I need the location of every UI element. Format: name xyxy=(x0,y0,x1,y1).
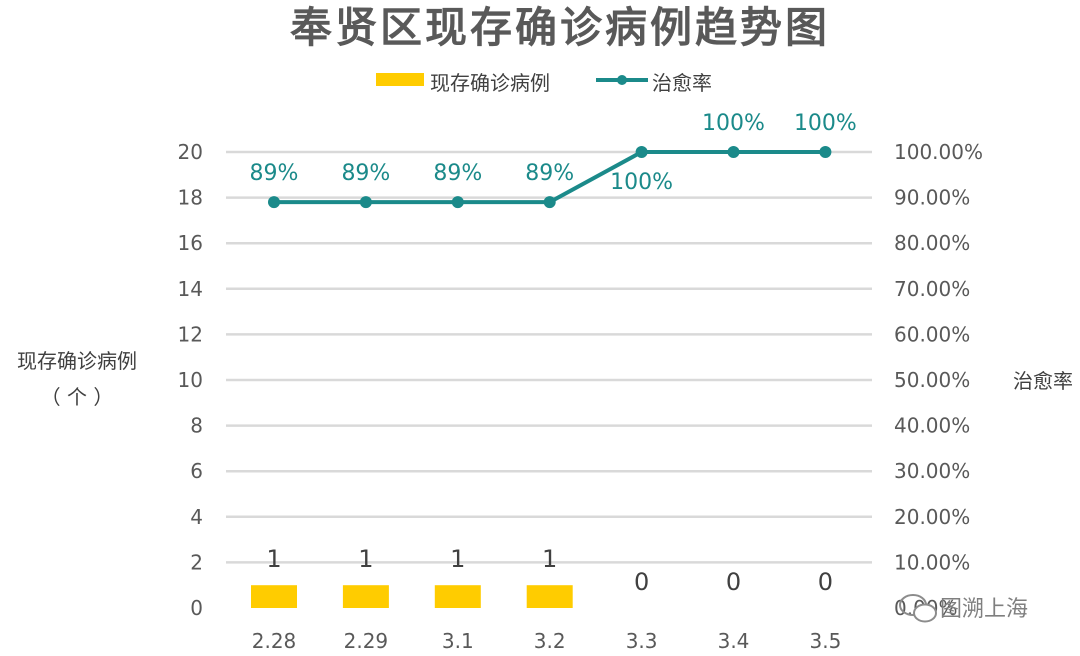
right-tick-label: 40.00% xyxy=(894,414,970,438)
rate-marker xyxy=(543,196,556,209)
x-tick-label: 3.2 xyxy=(534,629,566,653)
left-tick-label: 6 xyxy=(190,459,203,483)
rate-marker xyxy=(359,196,372,209)
rate-value-label: 89% xyxy=(433,161,482,186)
right-tick-label: 50.00% xyxy=(894,368,970,392)
chart-title: 奉贤区现存确诊病例趋势图 xyxy=(290,3,830,52)
legend-line-label: 治愈率 xyxy=(652,71,712,95)
left-tick-label: 20 xyxy=(178,140,203,164)
rate-value-label: 100% xyxy=(702,111,765,136)
x-tick-label: 3.5 xyxy=(809,629,841,653)
bar xyxy=(434,585,481,608)
watermark: 图溯上海 xyxy=(899,594,1028,623)
left-tick-label: 10 xyxy=(178,368,203,392)
watermark-text: 图溯上海 xyxy=(940,597,1028,622)
right-tick-label: 20.00% xyxy=(894,505,970,529)
rate-marker xyxy=(635,146,648,158)
right-axis-title: 治愈率 xyxy=(1013,369,1073,393)
left-tick-label: 18 xyxy=(178,186,203,210)
line-series xyxy=(268,146,832,209)
left-tick-label: 8 xyxy=(190,414,203,438)
bar-value-label: 1 xyxy=(266,545,281,573)
right-tick-label: 70.00% xyxy=(894,277,970,301)
x-tick-label: 3.3 xyxy=(626,629,658,653)
right-tick-label: 30.00% xyxy=(894,459,970,483)
rate-value-label: 89% xyxy=(525,161,574,186)
x-tick-label: 2.28 xyxy=(252,629,297,653)
rate-marker xyxy=(268,196,280,209)
wechat-icon xyxy=(899,594,937,623)
legend: 现存确诊病例 治愈率 xyxy=(376,71,712,95)
left-tick-label: 0 xyxy=(190,596,203,620)
rate-marker xyxy=(727,146,740,158)
bar xyxy=(251,585,297,608)
left-tick-label: 2 xyxy=(190,550,203,574)
left-tick-label: 4 xyxy=(190,505,203,529)
rate-value-label: 89% xyxy=(341,161,390,186)
left-axis-title: 现存确诊病例 xyxy=(17,349,137,373)
bar-value-label: 1 xyxy=(542,545,557,573)
bar-data-labels: 1 1 1 1 0 0 0 xyxy=(266,545,833,596)
x-axis-ticks: 2.28 2.29 3.1 3.2 3.3 3.4 3.5 xyxy=(252,629,842,653)
right-tick-label: 90.00% xyxy=(894,186,970,210)
rate-value-label: 100% xyxy=(610,170,673,195)
bar-value-label: 1 xyxy=(358,545,373,573)
x-tick-label: 2.29 xyxy=(344,629,389,653)
x-tick-label: 3.4 xyxy=(718,629,750,653)
right-axis-ticks: 0.00%10.00%20.00%30.00%40.00%50.00%60.00… xyxy=(894,140,983,620)
right-tick-label: 10.00% xyxy=(894,550,970,574)
bar xyxy=(526,585,573,608)
bar xyxy=(342,585,389,608)
bar-value-label: 0 xyxy=(634,568,649,596)
bar-value-label: 1 xyxy=(450,545,465,573)
line-data-labels: 89% 89% 89% 89% 100% 100% 100% xyxy=(250,111,857,195)
bar-series xyxy=(251,585,573,608)
right-tick-label: 80.00% xyxy=(894,231,970,255)
rate-value-label: 89% xyxy=(250,161,299,186)
left-axis-ticks: 0 2 4 6 8 10 12 14 16 18 20 xyxy=(178,140,203,620)
left-tick-label: 14 xyxy=(178,277,203,301)
left-tick-label: 12 xyxy=(178,322,203,346)
right-tick-label: 60.00% xyxy=(894,322,970,346)
right-tick-label: 100.00% xyxy=(894,140,983,164)
x-tick-label: 3.1 xyxy=(442,629,474,653)
rate-marker xyxy=(819,146,832,158)
gridlines xyxy=(226,150,872,564)
rate-value-label: 100% xyxy=(794,111,857,136)
left-axis-unit: （ 个 ） xyxy=(41,385,114,409)
legend-bar-swatch xyxy=(376,73,424,86)
bar-value-label: 0 xyxy=(818,568,833,596)
left-tick-label: 16 xyxy=(178,231,203,255)
legend-line-marker xyxy=(617,75,627,85)
bar-value-label: 0 xyxy=(726,568,741,596)
rate-marker xyxy=(451,196,464,209)
legend-bar-label: 现存确诊病例 xyxy=(430,71,550,95)
